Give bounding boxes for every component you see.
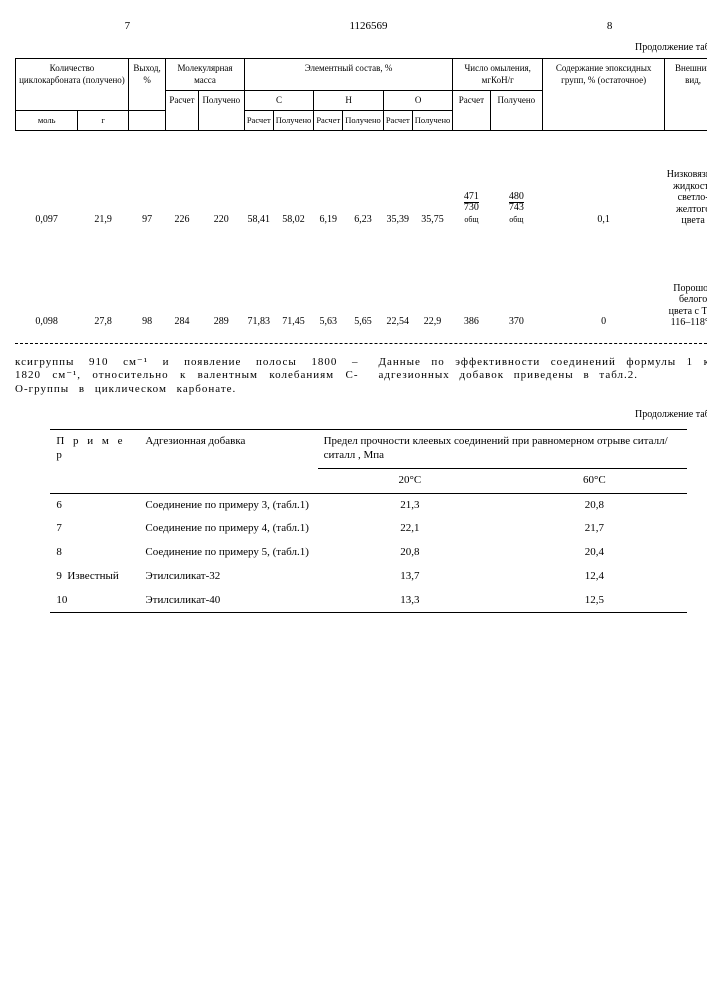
t2-r5-add: Этилсиликат-40 [139,589,317,613]
th-qty-mol: моль [16,111,78,131]
t2-r3-v20: 20,8 [318,541,503,565]
th-o-calc: Расчет [383,111,412,131]
th-sapon-got: Получено [490,90,543,130]
th-h-got: Получено [343,111,384,131]
r2-c-got: 71,45 [273,233,314,335]
r1-h-calc: 6,19 [314,130,343,233]
table2: П р и м е р Адгезионная добавка Предел п… [50,429,686,613]
th-mw-calc: Расчет [166,90,199,130]
th-o-got: Получено [412,111,453,131]
th-appear: Внешний вид, [665,59,707,130]
t2-r2-n: 7 [50,517,139,541]
t2-r4-v20: 13,7 [318,565,503,589]
r1-c-got: 58,02 [273,130,314,233]
table1-row-1: 0,097 21,9 97 226 220 58,41 58,02 6,19 6… [16,130,707,233]
table1: Количество циклокарбоната (получено) Вых… [15,58,707,334]
t2-h-t60: 60°С [502,468,687,493]
th-h-calc: Расчет [314,111,343,131]
r1-h-got: 6,23 [343,130,384,233]
r2-g: 27,8 [78,233,129,335]
t2-row-1: 6 Соединение по примеру 3, (табл.1) 21,3… [50,493,686,517]
th-sapon-calc: Расчет [453,90,490,130]
r1-yield: 97 [128,130,165,233]
r2-mol: 0,098 [16,233,78,335]
t2-r1-v20: 21,3 [318,493,503,517]
th-elem-h: H [314,90,384,110]
r1-appear: Низковязкая жидкость светло-желтого цвет… [665,130,707,233]
t2-r5-v20: 13,3 [318,589,503,613]
t2-row-3: 8 Соединение по примеру 5, (табл.1) 20,8… [50,541,686,565]
r2-sapon-calc: 386 [453,233,490,335]
page-numbers: 7 1126569 8 [15,20,707,34]
doc-number: 1126569 [289,20,447,34]
r2-epoxy: 0 [543,233,665,335]
r2-o-calc: 22,54 [383,233,412,335]
r2-sapon-got: 370 [490,233,543,335]
r1-epoxy: 0,1 [543,130,665,233]
r2-h-got: 5,65 [343,233,384,335]
t2-r4-add: Этилсиликат-32 [139,565,317,589]
t2-r5-n: 10 [50,589,139,613]
page-right: 8 [547,20,673,34]
th-qty: Количество циклокарбоната (получено) [16,59,129,111]
t2-row-2: 7 Соединение по примеру 4, (табл.1) 22,1… [50,517,686,541]
th-yield-blank [128,111,165,131]
t2-h-strength: Предел прочности клеевых соединений при … [318,430,687,469]
r2-o-got: 22,9 [412,233,453,335]
r1-o-got: 35,75 [412,130,453,233]
th-qty-g: г [78,111,129,131]
table2-continuation: Продолжение табл.2 [15,409,707,422]
t2-r4-n: 9 Известный [50,565,139,589]
t2-row-4: 9 Известный Этилсиликат-32 13,7 12,4 [50,565,686,589]
t2-r3-add: Соединение по примеру 5, (табл.1) [139,541,317,565]
r2-yield: 98 [128,233,165,335]
r1-o-calc: 35,39 [383,130,412,233]
r2-mw-calc: 284 [166,233,199,335]
t2-r3-v60: 20,4 [502,541,687,565]
r1-mol: 0,097 [16,130,78,233]
t2-r5-v60: 12,5 [502,589,687,613]
body-left: ксигруппы 910 см⁻¹ и появление полосы 18… [15,356,359,397]
t2-h-additive: Адгезионная добавка [139,430,317,493]
th-c-got: Получено [273,111,314,131]
th-epoxy: Содержание эпоксидных групп, % (остаточн… [543,59,665,130]
separator [15,343,707,344]
th-sapon: Число омыления, мгКоН/г [453,59,543,91]
t2-r3-n: 8 [50,541,139,565]
r1-sapon-calc: 471730 общ [453,130,490,233]
t2-r2-v60: 21,7 [502,517,687,541]
t2-h-example: П р и м е р [50,430,139,493]
r1-c-calc: 58,41 [244,130,273,233]
t2-h-t20: 20°С [318,468,503,493]
r2-mw-got: 289 [198,233,244,335]
th-mw-got: Получено [198,90,244,130]
table2-body: 6 Соединение по примеру 3, (табл.1) 21,3… [50,493,686,613]
body-right: Данные по эффективности соединений форму… [379,356,707,397]
r1-mw-got: 220 [198,130,244,233]
t2-r4-v60: 12,4 [502,565,687,589]
r2-c-calc: 71,83 [244,233,273,335]
r2-h-calc: 5,63 [314,233,343,335]
th-yield: Выход, % [128,59,165,111]
th-elem-o: O [383,90,453,110]
r1-g: 21,9 [78,130,129,233]
r2-appear: Порошок белого цвета с Тпл 116–118°С [665,233,707,335]
t2-row-5: 10 Этилсиликат-40 13,3 12,5 [50,589,686,613]
t2-r2-v20: 22,1 [318,517,503,541]
t2-r1-add: Соединение по примеру 3, (табл.1) [139,493,317,517]
r1-sapon-got: 480743 общ [490,130,543,233]
t2-r1-v60: 20,8 [502,493,687,517]
th-mw: Молекулярная масса [166,59,245,91]
table1-row-2: 0,098 27,8 98 284 289 71,83 71,45 5,63 5… [16,233,707,335]
table1-continuation: Продолжение табл.1 [15,42,707,55]
t2-r1-n: 6 [50,493,139,517]
page-left: 7 [65,20,191,34]
t2-r2-add: Соединение по примеру 4, (табл.1) [139,517,317,541]
th-elem: Элементный состав, % [244,59,453,91]
body-text: ксигруппы 910 см⁻¹ и появление полосы 18… [15,356,707,397]
r1-mw-calc: 226 [166,130,199,233]
th-elem-c: C [244,90,314,110]
th-c-calc: Расчет [244,111,273,131]
